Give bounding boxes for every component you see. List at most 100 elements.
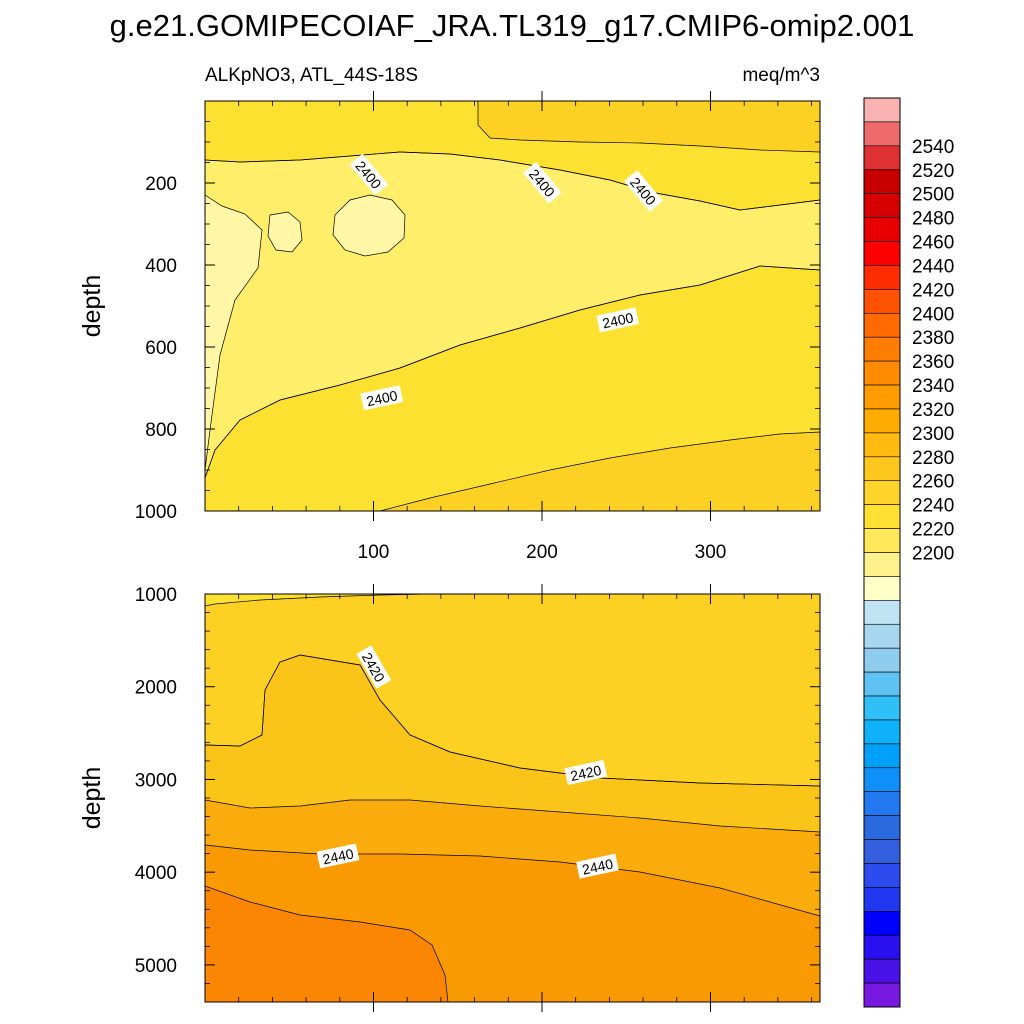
colorbar-swatch (863, 958, 901, 984)
lower-panel-plot (204, 593, 821, 1003)
colorbar-swatch (863, 456, 901, 482)
y-tick-label: 800 (145, 420, 177, 441)
y-tick-label: 400 (145, 256, 177, 277)
contour-label: 2400 (596, 307, 640, 333)
colorbar-swatch (863, 480, 901, 505)
y-tick-label: 3000 (135, 770, 177, 791)
colorbar-swatch (863, 336, 901, 362)
colorbar-swatch (863, 647, 901, 673)
contour-label-box (360, 385, 404, 411)
contour-label-box (356, 645, 392, 689)
x-tick-label: 300 (695, 542, 727, 563)
contour-label: 2400 (360, 385, 404, 411)
colorbar-frame (863, 97, 901, 1008)
colorbar-swatch (863, 169, 901, 194)
colorbar-tick-label: 2320 (912, 400, 954, 421)
colorbar-swatch (863, 384, 901, 410)
colorbar-tick-label: 2220 (912, 520, 954, 541)
colorbar-swatch (863, 576, 901, 601)
contour-label-text: 2400 (365, 387, 399, 409)
colorbar-tick-label: 2340 (912, 376, 954, 397)
upper-contour-2400-deep (205, 265, 820, 479)
colorbar-tick-label: 2380 (912, 328, 954, 349)
colorbar-tick-label: 2440 (912, 256, 954, 277)
y-tick-label: 5000 (135, 956, 177, 977)
y-tick-label: 600 (145, 338, 177, 359)
colorbar-tick-label: 2540 (912, 137, 954, 158)
colorbar-swatch (863, 552, 901, 577)
colorbar-swatch (863, 193, 901, 218)
colorbar-swatch (863, 934, 901, 960)
colorbar-tick-label: 2500 (912, 185, 954, 206)
colorbar-swatch (863, 145, 901, 171)
colorbar-swatch (863, 528, 901, 553)
contour-label-box (316, 843, 360, 869)
colorbar-tick-label: 2300 (912, 424, 954, 445)
contour-label-box (349, 153, 389, 196)
colorbar-tick-label: 2260 (912, 472, 954, 493)
colorbar-swatch (863, 743, 901, 769)
upper-band-2410-2420-topright (477, 101, 820, 153)
colorbar-tick-label: 2480 (912, 209, 954, 230)
colorbar-swatch (863, 982, 901, 1008)
contour-label-text: 2420 (569, 762, 603, 784)
colorbar-swatch (863, 695, 901, 721)
colorbar-swatch (863, 312, 901, 338)
contour-label: 2440 (576, 853, 619, 879)
contour-label-box (523, 161, 562, 204)
colorbar-tick-label: 2420 (912, 280, 954, 301)
y-tick-label: 2000 (135, 678, 177, 699)
colorbar-swatch (863, 360, 901, 386)
upper-blob-2380-a (267, 211, 303, 253)
contour-label-text: 2440 (321, 845, 355, 867)
colorbar-tick-label: 2200 (912, 544, 954, 565)
x-tick-label: 200 (526, 542, 558, 563)
upper-band-2410-2420-bottom (379, 431, 820, 511)
contour-label: 2420 (564, 760, 608, 785)
colorbar-tick-label: 2400 (912, 304, 954, 325)
contour-label-box (596, 307, 640, 333)
colorbar-swatch (863, 217, 901, 242)
colorbar-swatch (863, 719, 901, 745)
colorbar-tick-label: 2240 (912, 496, 954, 517)
colorbar-swatch (863, 623, 901, 649)
colorbar-swatch (863, 839, 901, 864)
colorbar-swatch (863, 815, 901, 840)
axes-layer: 100 200 300 200 400 600 800 1000 1000 2000 3000 400… (135, 91, 820, 1012)
contour-label-text: 2440 (581, 856, 615, 878)
y-tick-label: 1000 (135, 585, 177, 606)
colorbar-swatch (863, 504, 901, 529)
colorbar-swatch (863, 121, 901, 147)
upper-panel-plot (204, 100, 821, 512)
colorbar-tick-label: 2520 (912, 161, 954, 182)
colorbar-swatch (863, 289, 901, 314)
colorbar-swatch (863, 97, 901, 123)
upper-y-axis-title: depth (78, 275, 106, 338)
colorbar-swatch (863, 600, 901, 625)
colorbar-tick-label: 2460 (912, 233, 954, 254)
lower-y-axis-title: depth (78, 767, 106, 830)
colorbar-swatch (863, 887, 901, 912)
upper-blob-2380-b (332, 194, 406, 257)
upper-contour-2400-shallow (205, 151, 820, 211)
y-tick-label: 1000 (135, 502, 177, 523)
colorbar-swatch (863, 432, 901, 458)
chart-title: g.e21.GOMIPECOIAF_JRA.TL319_g17.CMIP6-om… (110, 8, 915, 43)
colorbar-swatch (863, 265, 901, 290)
colorbar-swatch (863, 791, 901, 816)
colorbar-swatch (863, 408, 901, 434)
panel-subtitle-right: meq/m^3 (742, 65, 820, 86)
y-tick-label: 200 (145, 174, 177, 195)
colorbar-tick-label: 2360 (912, 352, 954, 373)
upper-band-2380-2390-left (205, 194, 263, 471)
contour-label-box (624, 170, 663, 212)
colorbar-swatch (863, 911, 901, 936)
panel-subtitle-left: ALKpNO3, ATL_44S-18S (205, 65, 418, 86)
colorbar-tick-label: 2280 (912, 448, 954, 469)
contour-label: 2440 (316, 843, 360, 869)
contour-label-text: 2400 (601, 309, 635, 331)
colorbar-swatch (863, 241, 901, 266)
x-tick-label: 100 (358, 542, 390, 563)
